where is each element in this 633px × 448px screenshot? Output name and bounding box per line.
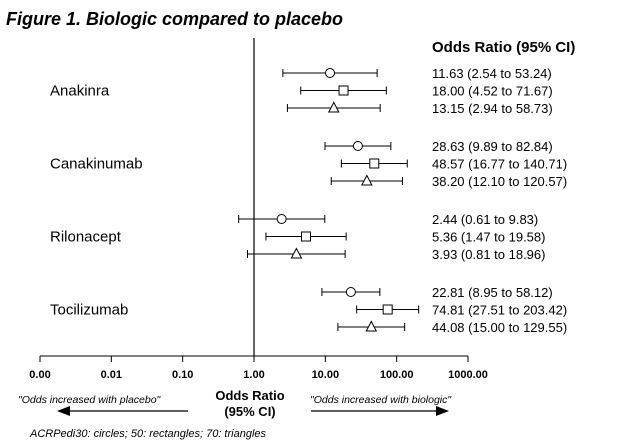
x-tick-label: 0.00 — [29, 369, 50, 381]
triangle-marker — [290, 247, 303, 259]
or-ci-label: 28.63 (9.89 to 82.84) — [432, 139, 553, 154]
triangle-marker — [361, 174, 373, 186]
right-arrow — [311, 406, 449, 416]
biologic-note: "Odds increased with biologic" — [310, 394, 452, 406]
left-arrowhead-icon — [57, 406, 70, 416]
right-arrowhead-icon — [436, 406, 449, 416]
circle-marker — [345, 287, 356, 297]
square-marker — [301, 231, 312, 242]
circle-marker — [352, 141, 363, 151]
square-marker — [369, 158, 380, 169]
triangle-marker — [327, 101, 340, 113]
circle-marker — [276, 214, 287, 224]
group-tocilizumab: Tocilizumab 22.81 (8.95 to 58.12) 74.81 (2… — [50, 285, 567, 335]
x-tick-label: 1000.00 — [448, 369, 488, 381]
column-header: Odds Ratio (95% CI) — [432, 39, 575, 56]
x-tick-label: 100.00 — [380, 369, 414, 381]
or-ci-label: 11.63 (2.54 to 53.24) — [432, 66, 552, 81]
group-anakinra: Anakinra 11.63 (2.54 to 53.24) 18.00 (4.52… — [50, 66, 553, 116]
or-ci-label: 38.20 (12.10 to 120.57) — [432, 174, 567, 189]
or-ci-label: 3.93 (0.81 to 18.96) — [432, 247, 545, 262]
or-ci-label: 22.81 (8.95 to 58.12) — [432, 285, 553, 300]
group-canakinumab: Canakinumab 28.63 (9.89 to 82.84) 48.57 (1… — [50, 139, 567, 189]
or-ci-label: 74.81 (27.51 to 203.42) — [432, 303, 567, 318]
x-axis-title-line1: Odds Ratio — [215, 388, 284, 403]
placebo-note: "Odds increased with placebo" — [18, 394, 162, 406]
triangle-marker — [365, 320, 378, 332]
or-ci-label: 13.15 (2.94 to 58.73) — [432, 101, 553, 116]
drug-name: Rilonacept — [50, 229, 122, 246]
group-rilonacept: Rilonacept 2.44 (0.61 to 9.83) 5.36 (1.47 … — [50, 212, 545, 262]
marker-footnote: ACRPedi30: circles; 50: rectangles; 70: … — [29, 428, 267, 440]
square-marker — [338, 85, 349, 96]
x-tick-label: 1.00 — [243, 369, 264, 381]
square-marker — [382, 304, 393, 315]
drug-name: Tocilizumab — [50, 302, 128, 319]
or-ci-label: 5.36 (1.47 to 19.58) — [432, 230, 545, 245]
circle-marker — [325, 68, 336, 78]
x-tick-label: 10.00 — [312, 369, 340, 381]
x-tick-label: 0.01 — [101, 369, 122, 381]
or-ci-label: 18.00 (4.52 to 71.67) — [432, 84, 553, 99]
or-ci-label: 44.08 (15.00 to 129.55) — [432, 320, 567, 335]
drug-name: Canakinumab — [50, 156, 143, 173]
drug-name: Anakinra — [50, 83, 110, 100]
chart-title: Figure 1. Biologic compared to placebo — [6, 9, 343, 29]
or-ci-label: 48.57 (16.77 to 140.71) — [432, 157, 567, 172]
x-axis-title-line2: (95% CI) — [224, 404, 275, 419]
left-arrow — [57, 406, 188, 416]
or-ci-label: 2.44 (0.61 to 9.83) — [432, 212, 538, 227]
x-tick-label: 0.10 — [172, 369, 193, 381]
